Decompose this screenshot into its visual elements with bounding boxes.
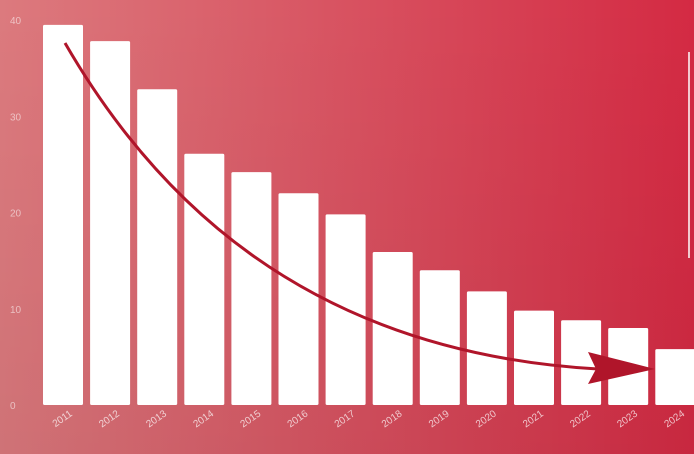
bar-2020	[466, 291, 507, 405]
y-tick-label: 20	[10, 209, 22, 220]
bar-2012	[90, 41, 131, 406]
y-axis-ticks: 0 10 20 30 40	[10, 16, 22, 412]
bar-2022	[561, 320, 602, 405]
bar-2021	[514, 310, 554, 405]
trend-arrow	[63, 42, 655, 384]
y-tick-label: 10	[10, 305, 22, 316]
bar-2015	[231, 172, 272, 405]
bar-2014	[184, 153, 225, 405]
y-tick-label: 40	[10, 16, 22, 27]
trend-arrow-head	[588, 352, 655, 384]
bar-2019	[419, 270, 460, 405]
y-tick-label: 0	[10, 401, 16, 412]
bar-2016	[278, 193, 319, 405]
bars	[43, 24, 694, 406]
bar-2013	[137, 89, 178, 406]
bar-2011	[43, 24, 83, 405]
trend-arrow-line	[63, 42, 599, 371]
y-tick-label: 30	[10, 112, 22, 123]
bar-2024	[655, 349, 694, 405]
